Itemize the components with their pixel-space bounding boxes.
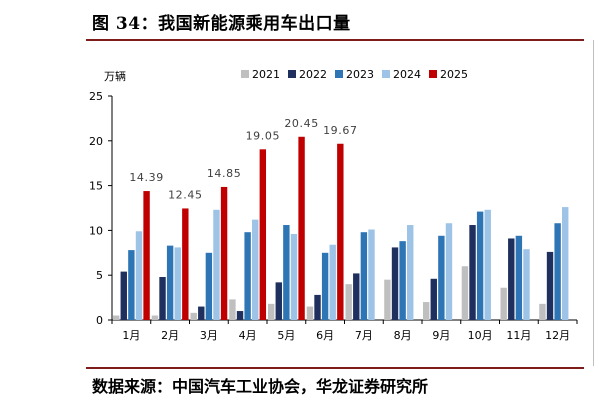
bar-2021-3月 [190,312,197,320]
bar-2025-4月 [259,149,267,320]
x-tick-label: 7月 [355,329,373,342]
legend-label-2023: 2023 [346,68,374,81]
y-tick-label: 20 [89,135,103,148]
bar-2021-4月 [229,299,236,320]
bar-2024-11月 [523,249,530,320]
top-rule [86,39,584,41]
bar-2024-1月 [135,231,143,320]
bar-2024-3月 [213,209,220,320]
bar-2024-8月 [407,225,414,320]
x-tick-label: 8月 [394,329,412,342]
bar-2021-2月 [151,315,159,320]
y-tick-label: 25 [89,90,103,103]
bar-2021-8月 [384,279,391,320]
bar-2021-10月 [461,266,469,320]
bar-2022-4月 [236,311,244,320]
bar-2022-9月 [430,278,437,320]
bar-2023-10月 [476,211,484,320]
bar-2022-5月 [275,282,282,320]
bar-2022-10月 [469,225,476,320]
x-tick-label: 4月 [239,329,257,342]
bar-2021-11月 [500,287,507,320]
bar-2021-6月 [306,306,314,320]
legend-label-2021: 2021 [252,68,280,81]
bar-2025-3月 [220,186,228,320]
bar-2021-12月 [539,303,546,320]
bar-2024-7月 [368,229,375,320]
bar-2022-7月 [353,273,360,320]
bar-2023-4月 [244,232,251,320]
y-tick-label: 5 [96,269,103,282]
page-edge-divider [593,40,594,366]
data-label-2025: 19.05 [246,129,281,142]
y-tick-label: 10 [89,224,103,237]
x-tick-label: 3月 [200,329,218,342]
bar-2023-3月 [205,252,213,320]
bar-2023-8月 [399,241,406,320]
x-tick-label: 2月 [161,329,179,342]
legend-label-2025: 2025 [440,68,468,81]
bar-2023-7月 [360,232,368,320]
x-tick-label: 6月 [316,329,334,342]
x-tick-label: 11月 [506,329,531,342]
legend-swatch-2024 [382,70,390,78]
bar-2021-9月 [422,302,430,320]
bar-2024-2月 [174,247,181,320]
bar-2024-9月 [445,223,453,320]
x-tick-label: 9月 [432,329,450,342]
bar-2024-6月 [329,244,336,320]
legend-swatch-2023 [335,70,343,78]
bar-2025-6月 [337,143,344,320]
bar-2024-10月 [484,209,491,320]
bar-2022-12月 [546,251,554,320]
bar-2023-11月 [515,235,523,320]
data-label-2025: 19.67 [323,124,358,137]
bar-2024-5月 [290,233,298,320]
y-tick-label: 0 [96,314,103,327]
bar-2023-5月 [283,225,290,320]
data-label-2025: 14.85 [207,167,242,180]
legend-swatch-2025 [429,70,437,78]
x-tick-label: 10月 [468,329,493,342]
y-unit-label: 万辆 [104,69,126,83]
bar-2023-6月 [321,252,329,320]
legend-swatch-2022 [288,70,296,78]
figure-title: 图 34：我国新能源乘用车出口量 [92,14,351,34]
data-label-2025: 20.45 [284,117,319,130]
bar-2024-12月 [562,207,569,320]
x-tick-label: 1月 [122,329,140,342]
bar-2025-1月 [143,191,150,320]
legend-swatch-2021 [241,70,249,78]
legend-label-2024: 2024 [393,68,421,81]
bar-2021-1月 [112,315,120,320]
y-tick-label: 15 [89,180,103,193]
legend-label-2022: 2022 [299,68,327,81]
bar-2022-2月 [159,276,166,320]
source-note: 数据来源：中国汽车工业协会，华龙证券研究所 [92,377,429,396]
bar-2022-8月 [391,247,399,320]
bar-2022-3月 [198,306,205,320]
bar-2025-2月 [182,208,189,320]
bottom-rule [86,367,584,369]
bar-2022-6月 [314,294,321,320]
bar-2021-5月 [267,303,275,320]
x-tick-label: 5月 [277,329,295,342]
bar-2025-5月 [298,136,305,320]
bar-2022-11月 [508,238,515,320]
data-label-2025: 12.45 [168,188,203,201]
data-label-2025: 14.39 [129,171,164,184]
bar-2023-2月 [166,245,174,320]
bar-2022-1月 [120,271,127,320]
bar-2021-7月 [345,284,352,320]
bar-2024-4月 [252,219,259,320]
bar-2023-1月 [128,250,135,320]
x-tick-label: 12月 [545,329,570,342]
bar-2023-9月 [438,235,445,320]
bar-2023-12月 [554,223,561,320]
